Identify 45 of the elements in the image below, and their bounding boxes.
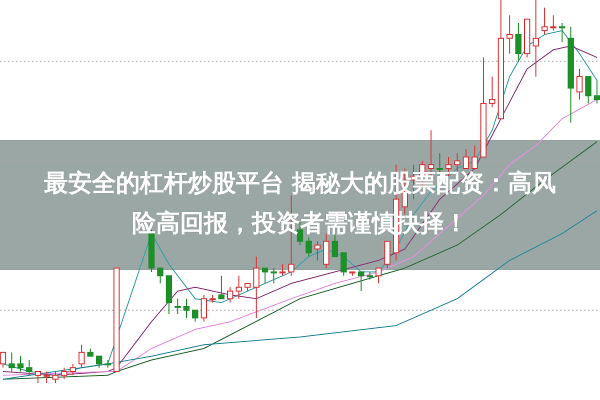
candlestick <box>157 268 164 284</box>
candlestick <box>70 363 76 376</box>
candlestick <box>192 310 198 322</box>
candlestick <box>541 7 548 35</box>
candlestick <box>375 268 382 284</box>
candlestick <box>44 371 50 384</box>
candlestick <box>314 240 321 261</box>
candlestick <box>52 371 59 384</box>
candlestick <box>226 286 234 304</box>
candlestick <box>462 148 470 170</box>
candlestick <box>0 352 6 368</box>
candlestick <box>323 233 330 269</box>
candlestick <box>174 298 181 315</box>
candlestick <box>550 14 556 32</box>
candlestick <box>340 252 347 276</box>
candlestick <box>26 360 32 376</box>
candlestick <box>384 240 390 269</box>
candlestick <box>61 367 68 380</box>
candlestick <box>489 76 496 108</box>
candlestick <box>532 0 539 78</box>
candlestick <box>96 356 102 368</box>
candlestick <box>576 68 583 100</box>
candlestick <box>436 152 443 173</box>
candlestick <box>183 298 190 318</box>
candlestick <box>358 271 364 292</box>
candlestick <box>236 275 242 300</box>
candlestick <box>585 76 592 104</box>
candlestick <box>253 256 260 318</box>
candlestick <box>17 356 24 372</box>
candlestick <box>558 22 566 43</box>
candlestick <box>8 352 15 372</box>
candlestick <box>306 236 312 258</box>
candlestick <box>454 152 460 173</box>
candlestick <box>262 268 268 284</box>
candlestick <box>279 264 286 276</box>
candlestick <box>594 80 600 104</box>
candlestick <box>78 344 85 368</box>
candlestick <box>332 233 338 258</box>
candlestick <box>506 14 513 54</box>
candlestick <box>472 145 478 170</box>
candlestick <box>270 268 277 284</box>
candlestick <box>200 294 208 322</box>
candlestick <box>515 22 522 62</box>
candlestick <box>34 371 42 384</box>
candlestick <box>218 275 225 300</box>
